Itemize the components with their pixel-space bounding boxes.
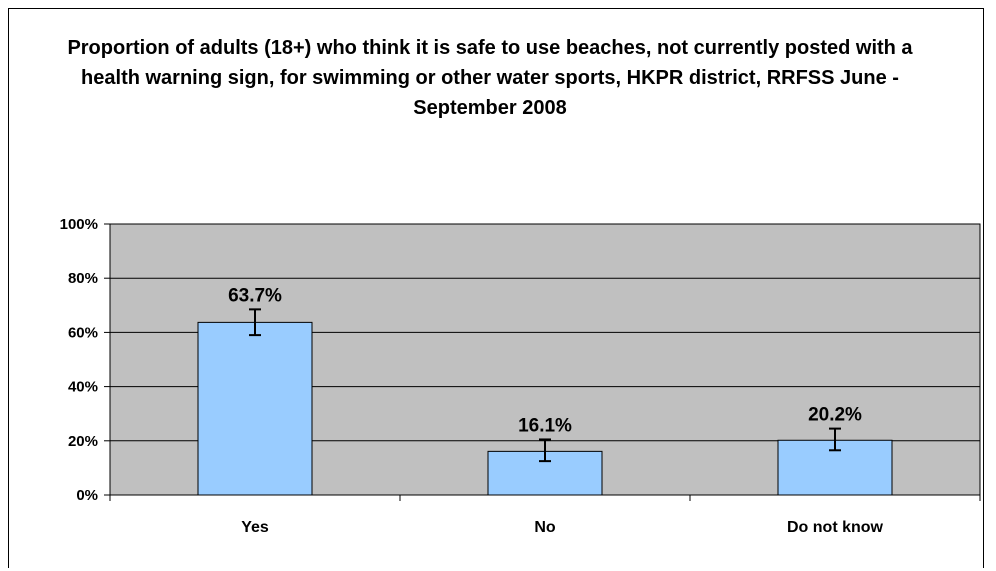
bar	[197, 321, 313, 496]
y-tick-label: 100%	[60, 216, 98, 233]
y-tick-label: 60%	[68, 324, 98, 341]
data-label: 16.1%	[518, 415, 572, 436]
x-tick-label: Yes	[241, 519, 269, 536]
y-tick-label: 80%	[68, 270, 98, 287]
chart-title: Proportion of adults (18+) who think it …	[67, 37, 913, 119]
data-label: 20.2%	[808, 405, 862, 426]
y-tick-label: 20%	[68, 433, 98, 450]
x-tick-label: No	[534, 519, 556, 536]
y-tick-label: 0%	[76, 487, 98, 504]
y-tick-label: 40%	[68, 379, 98, 396]
data-label: 63.7%	[228, 285, 282, 306]
x-tick-label: Do not know	[787, 519, 884, 536]
